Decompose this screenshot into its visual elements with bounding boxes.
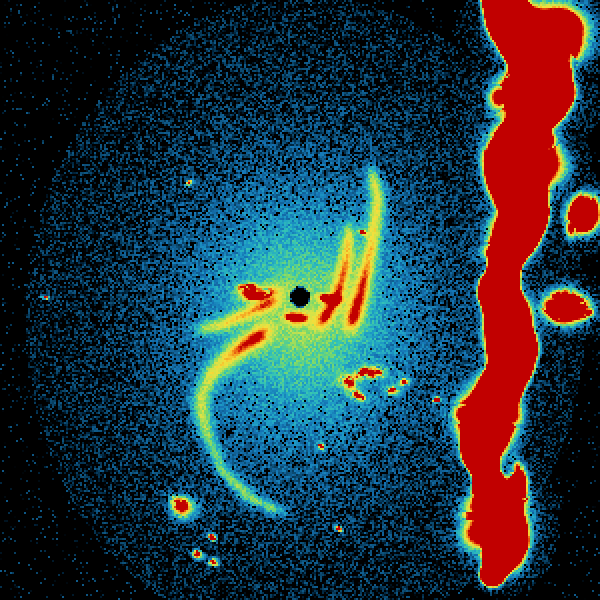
false-colour-sky-image bbox=[0, 0, 600, 600]
image-viewport: masked-point-source bright-red-filament … bbox=[0, 0, 600, 600]
